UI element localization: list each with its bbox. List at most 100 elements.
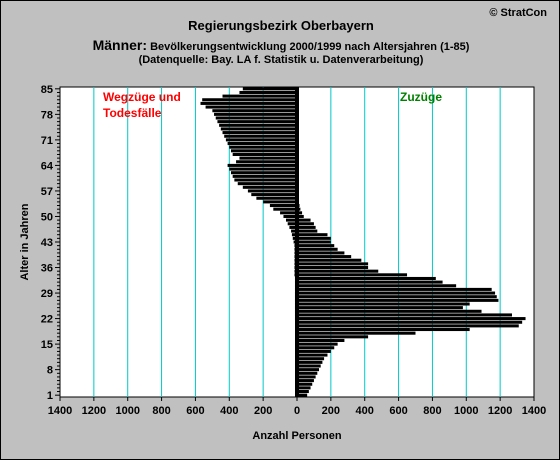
annotations: Wegzüge und Todesfälle Zuzüge <box>103 90 442 120</box>
outflow-bar <box>239 156 297 160</box>
inflow-bar <box>297 273 408 277</box>
y-tick-label: 36 <box>41 263 53 275</box>
inflow-bar <box>297 353 328 357</box>
y-tick-label: 22 <box>41 314 53 326</box>
y-axis-label: Alter in Jahren <box>19 203 31 280</box>
inflow-bar <box>297 375 316 379</box>
inflow-bar <box>297 218 311 222</box>
inflow-bar <box>297 393 308 397</box>
x-tick-label: 1000 <box>454 405 478 417</box>
outflow-bar <box>227 163 297 167</box>
outflow-bar <box>214 112 297 116</box>
inflow-bar <box>297 349 331 353</box>
chart-subtitle: Männer: Bevölkerungsentwicklung 2000/199… <box>1 37 559 53</box>
inflow-bar <box>297 360 323 364</box>
x-tick-label: 1200 <box>488 405 512 417</box>
outflow-bar <box>200 101 297 105</box>
outflow-bar <box>291 229 297 233</box>
inflow-bar <box>297 284 457 288</box>
inflow-bar <box>297 266 369 270</box>
inflow-bar <box>297 338 345 342</box>
inflow-bar <box>297 255 352 259</box>
inflow-bar <box>297 313 512 317</box>
inflow-bar <box>297 382 313 386</box>
inflow-bar <box>297 342 338 346</box>
outflow-bar <box>217 120 297 124</box>
outflow-bar <box>205 105 297 109</box>
outflow-bar <box>229 145 297 149</box>
x-tick-label: 1400 <box>48 405 72 417</box>
inflow-bar <box>297 276 436 280</box>
outflow-bar <box>232 152 297 156</box>
outflow-bar <box>234 178 297 182</box>
y-tick-label: 85 <box>41 84 53 96</box>
subtitle-prefix: Männer: <box>92 37 148 53</box>
inflow-bar <box>297 386 311 390</box>
inflow-bar <box>297 222 314 226</box>
inflow-bar <box>297 357 325 361</box>
x-axis-label: Anzahl Personen <box>252 430 342 442</box>
x-tick-label: 800 <box>152 405 170 417</box>
inflow-bar <box>297 233 328 237</box>
inflow-bar <box>297 331 416 335</box>
inflow-bar <box>297 240 331 244</box>
outflow-bar <box>283 214 297 218</box>
outflow-bar <box>242 185 297 189</box>
outflow-bar <box>256 196 297 200</box>
outflow-bar <box>219 123 297 127</box>
inflow-bar <box>297 262 369 266</box>
outflow-bar <box>232 174 297 178</box>
inflow-bar <box>297 368 320 372</box>
inflow-bar <box>297 280 443 284</box>
x-tick-label: 400 <box>356 405 374 417</box>
outflow-bar <box>224 134 297 138</box>
inflow-bar <box>297 269 379 273</box>
outflow-bar <box>292 236 297 240</box>
outflow-bar <box>280 211 297 215</box>
x-tick-label: 600 <box>389 405 407 417</box>
outflow-bar <box>212 109 297 113</box>
grid-lines <box>93 87 501 397</box>
outflow-bar <box>285 218 297 222</box>
inflow-bar <box>297 390 309 394</box>
outflow-bar <box>222 131 297 135</box>
y-tick-label: 1 <box>47 390 53 402</box>
outflow-bar <box>236 160 297 164</box>
inflow-bar <box>297 236 331 240</box>
x-tick-label: 400 <box>220 405 238 417</box>
outflow-bar <box>269 204 297 208</box>
annotation-label: Wegzüge und <box>103 90 181 104</box>
outflow-bar <box>230 171 297 175</box>
annotation-label: Todesfälle <box>103 106 162 120</box>
outflow-bar <box>222 94 297 98</box>
y-tick-label: 64 <box>41 160 54 172</box>
outflow-bar <box>287 222 297 226</box>
inflow-bar <box>297 379 314 383</box>
y-tick-label: 8 <box>47 365 53 377</box>
x-tick-label: 0 <box>294 405 300 417</box>
outflow-bar <box>227 142 297 146</box>
inflow-bar <box>297 295 497 299</box>
outflow-bar <box>230 149 297 153</box>
inflow-bar <box>297 291 496 295</box>
inflow-bar <box>297 364 321 368</box>
y-axis: 1 8 15 22 29 36 43 50 57 64 71 78 85 <box>41 84 60 402</box>
outflow-bar <box>215 116 297 120</box>
y-tick-label: 15 <box>41 339 53 351</box>
subtitle-text: Bevölkerungsentwicklung 2000/1999 nach A… <box>147 41 470 53</box>
inflow-bar <box>297 211 303 215</box>
x-tick-label: 1400 <box>522 405 546 417</box>
inflow-bar <box>297 214 304 218</box>
y-tick-label: 50 <box>41 211 53 223</box>
y-tick-label: 57 <box>41 186 53 198</box>
x-axis: 1400 1200 1000 800 600 400 200 0 200 400 600 800 100… <box>48 397 546 417</box>
x-tick-label: 200 <box>254 405 272 417</box>
inflow-bar <box>297 371 318 375</box>
inflow-bar <box>297 287 492 291</box>
outflow-bar <box>289 225 297 229</box>
outflow-bar <box>291 233 297 237</box>
outflow-bar <box>263 200 297 204</box>
outflow-bar <box>273 207 297 211</box>
